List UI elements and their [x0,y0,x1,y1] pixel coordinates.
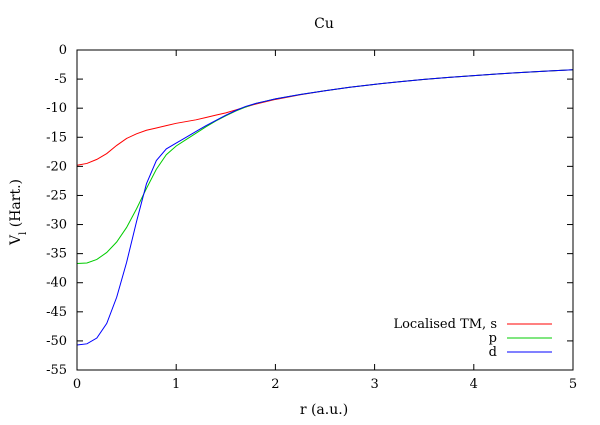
legend-label: d [489,345,497,360]
y-tick-label: -10 [46,101,67,116]
y-axis-title-main: V [8,234,24,246]
y-tick-label: -20 [46,159,67,174]
plot-frame [76,49,574,371]
x-axis-title: r (a.u.) [300,402,348,418]
y-tick-label: -35 [46,247,67,262]
x-tick-label: 2 [271,377,279,392]
chart-title: Cu [314,16,334,32]
y-axis-title-subscript: l [18,232,29,235]
series-line [76,69,574,346]
legend-label: p [489,331,497,346]
x-tick-label: 1 [172,377,180,392]
series-lines [76,69,574,346]
y-tick-label: -5 [54,72,67,87]
x-tick-label: 0 [73,377,81,392]
y-tick-label: 0 [59,43,67,58]
x-tick-label: 3 [370,377,378,392]
series-line [76,69,574,166]
x-tick-label: 5 [569,377,577,392]
y-axis-ticks: 0 -5 -10 -15 -20 -25 -30 -35 -40 -45 -50 -55 [46,43,573,378]
y-axis-title: Vl (Hart.) [8,179,29,246]
y-tick-label: -50 [46,334,67,349]
y-tick-label: -15 [46,130,67,145]
x-axis-ticks: 0 1 2 3 4 5 [73,50,577,392]
x-tick-label: 4 [470,377,478,392]
legend: Localised TM, spd [393,317,552,360]
y-tick-label: -45 [46,305,67,320]
y-axis-title-unit: (Hart.) [8,179,24,232]
y-tick-label: -25 [46,188,67,203]
series-line [76,69,574,265]
y-tick-label: -55 [46,363,67,378]
y-tick-label: -30 [46,218,67,233]
y-tick-label: -40 [46,276,67,291]
legend-label: Localised TM, s [393,317,497,332]
